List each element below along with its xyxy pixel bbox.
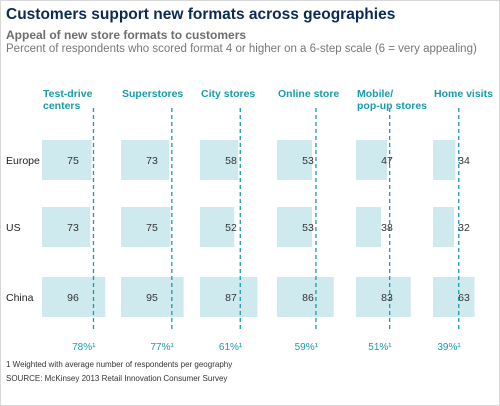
format-header-2: City stores xyxy=(201,88,255,100)
format-header-line: Mobile/ xyxy=(357,88,393,100)
value-label: 73 xyxy=(146,155,158,167)
value-label: 47 xyxy=(381,155,393,167)
weighted-total-0: 78%¹ xyxy=(72,342,96,353)
geography-label-2: China xyxy=(6,292,34,304)
value-label: 96 xyxy=(67,292,79,304)
bar-europe-3 xyxy=(277,140,312,180)
bar-china-0 xyxy=(42,277,106,317)
bar-us-2 xyxy=(200,207,235,247)
weighted-total-2: 61%¹ xyxy=(219,342,243,353)
value-label: 83 xyxy=(381,292,393,304)
value-label: 34 xyxy=(458,155,470,167)
value-label: 73 xyxy=(67,222,79,234)
bar-us-1 xyxy=(121,207,171,247)
bar-china-3 xyxy=(277,277,334,317)
format-header-1: Superstores xyxy=(122,88,183,100)
format-header-0: Test-drive centers xyxy=(43,88,93,112)
value-label: 32 xyxy=(458,222,470,234)
geography-label-1: US xyxy=(6,222,21,234)
bar-us-0 xyxy=(42,207,91,247)
value-label: 86 xyxy=(302,292,314,304)
bar-europe-2 xyxy=(200,140,239,180)
geography-label-0: Europe xyxy=(6,155,40,167)
chart-subtitle: Appeal of new store formats to customers xyxy=(6,28,247,42)
bar-europe-1 xyxy=(121,140,170,180)
value-label: 75 xyxy=(146,222,158,234)
bar-china-4 xyxy=(356,277,411,317)
bar-china-2 xyxy=(200,277,258,317)
weighted-total-4: 51%¹ xyxy=(368,342,392,353)
format-header-5: Home visits xyxy=(434,88,493,100)
format-header-line: centers xyxy=(43,100,81,112)
bar-us-4 xyxy=(356,207,382,247)
bar-europe-5 xyxy=(433,140,456,180)
value-label: 53 xyxy=(302,155,314,167)
value-label: 38 xyxy=(381,222,393,234)
format-header-line: City stores xyxy=(201,88,255,100)
bar-china-5 xyxy=(433,277,475,317)
format-header-line: pop-up stores xyxy=(357,100,427,112)
format-header-line: Online store xyxy=(278,88,339,100)
bar-china-1 xyxy=(121,277,184,317)
chart-title: Customers support new formats across geo… xyxy=(6,6,396,23)
value-label: 58 xyxy=(225,155,237,167)
bar-europe-0 xyxy=(42,140,92,180)
value-label: 75 xyxy=(67,155,79,167)
bar-us-3 xyxy=(277,207,312,247)
format-header-line: Superstores xyxy=(122,88,183,100)
format-header-line: Test-drive xyxy=(43,88,93,100)
value-label: 53 xyxy=(302,222,314,234)
chart-description: Percent of respondents who scored format… xyxy=(6,43,477,55)
format-header-3: Online store xyxy=(278,88,339,100)
bar-europe-4 xyxy=(356,140,388,180)
value-label: 52 xyxy=(225,222,237,234)
weighted-total-5: 39%¹ xyxy=(437,342,461,353)
value-label: 87 xyxy=(225,292,237,304)
footnote: 1 Weighted with average number of respon… xyxy=(6,360,233,369)
bar-us-5 xyxy=(433,207,455,247)
value-label: 95 xyxy=(146,292,158,304)
weighted-total-1: 77%¹ xyxy=(150,342,174,353)
source-note: SOURCE: McKinsey 2013 Retail Innovation … xyxy=(6,374,228,383)
weighted-total-3: 59%¹ xyxy=(295,342,319,353)
format-header-4: Mobile/pop-up stores xyxy=(357,88,427,112)
value-label: 63 xyxy=(458,292,470,304)
format-header-line: Home visits xyxy=(434,88,493,100)
